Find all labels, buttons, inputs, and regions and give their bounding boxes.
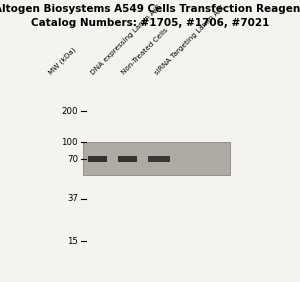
Bar: [88, 156, 107, 162]
Text: MW (kDa): MW (kDa): [48, 47, 78, 76]
Text: Non-Treated Cells: Non-Treated Cells: [120, 27, 169, 76]
Bar: [148, 156, 170, 162]
Text: 100: 100: [61, 138, 78, 147]
Text: Catalog Numbers: #1705, #1706, #7021: Catalog Numbers: #1705, #1706, #7021: [31, 18, 269, 28]
Text: siRNA Targeting Lamin A/C: siRNA Targeting Lamin A/C: [153, 4, 225, 76]
Text: Altogen Biosystems A549 Cells Transfection Reagent: Altogen Biosystems A549 Cells Transfecti…: [0, 4, 300, 14]
Bar: [82, 142, 230, 175]
Text: 37: 37: [67, 194, 78, 203]
Text: 15: 15: [67, 237, 78, 246]
Text: 200: 200: [61, 107, 78, 116]
Bar: [118, 156, 137, 162]
Text: DNA expressing Lamin A/C: DNA expressing Lamin A/C: [90, 4, 163, 76]
Text: 70: 70: [67, 155, 78, 164]
